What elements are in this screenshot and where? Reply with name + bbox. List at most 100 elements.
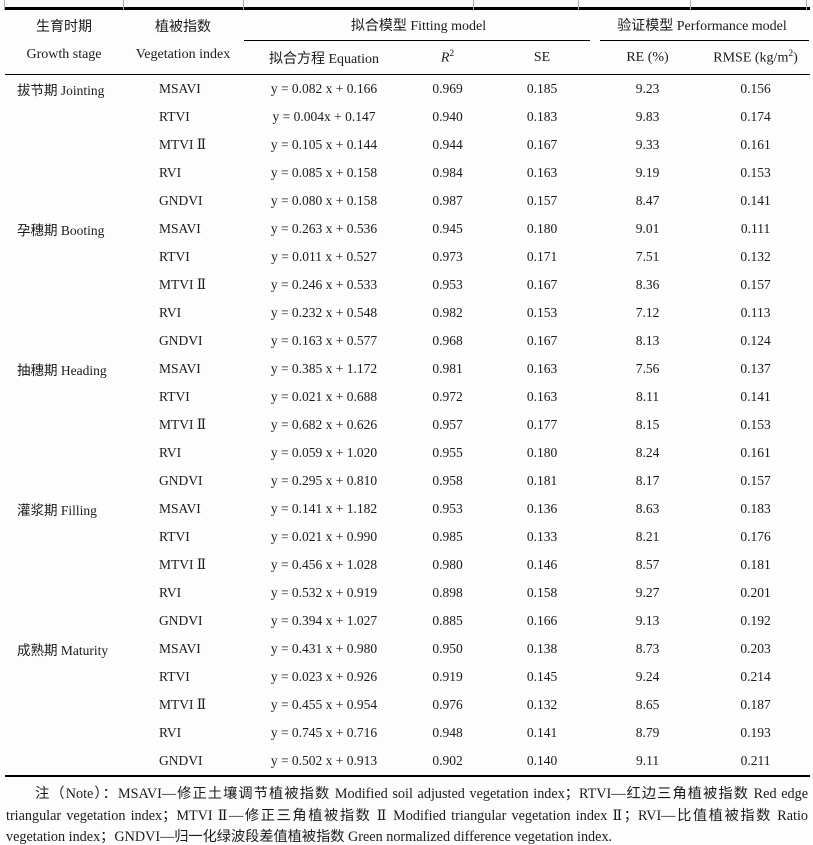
re-cell: 9.01	[635, 221, 660, 236]
rmse-cell: 0.157	[740, 277, 771, 292]
growth-stage-cell	[5, 523, 123, 551]
table-row: 成熟期 Maturity MSAVI y = 0.431 x + 0.980 0.95…	[5, 635, 810, 663]
rmse-cell: 0.174	[740, 109, 771, 124]
rmse-cell: 0.161	[740, 445, 771, 460]
growth-stage-cell	[5, 663, 123, 691]
vegetation-index-cell: GNDVI	[159, 473, 203, 488]
growth-stage-cell	[5, 187, 123, 215]
rmse-cell: 0.201	[740, 585, 771, 600]
equation-cell: y = 0.745 x + 0.716	[270, 725, 378, 740]
table-row: RTVI y = 0.021 x + 0.688 0.972 0.163 8.11 0.1…	[5, 383, 810, 411]
scan-artifact-tick	[806, 0, 807, 10]
equation-cell: y = 0.532 x + 0.919	[270, 585, 378, 600]
rmse-cell: 0.141	[740, 193, 771, 208]
equation-cell: y = 0.021 x + 0.688	[270, 389, 378, 404]
growth-stage-cell	[5, 271, 123, 299]
re-cell: 9.27	[635, 585, 660, 600]
vegetation-index-cell: RTVI	[159, 669, 190, 684]
header-se: SE	[490, 41, 595, 75]
vegetation-index-cell: RVI	[159, 305, 182, 320]
table-row: MTVI Ⅱ y = 0.456 x + 1.028 0.980 0.146 8.57 0…	[5, 551, 810, 579]
equation-cell: y = 0.232 x + 0.548	[270, 305, 378, 320]
r-squared-cell: 0.984	[432, 165, 463, 180]
r-squared-cell: 0.981	[432, 361, 463, 376]
equation-cell: y = 0.394 x + 1.027	[270, 613, 378, 628]
se-cell: 0.146	[526, 557, 558, 572]
results-table: 生育时期 Growth stage 植被指数 Vegetation index …	[5, 7, 811, 777]
se-cell: 0.163	[526, 389, 558, 404]
re-cell: 8.65	[635, 697, 660, 712]
growth-stage-cell: 成熟期 Maturity	[17, 643, 109, 658]
se-cell: 0.177	[526, 417, 558, 432]
vegetation-index-cell: RTVI	[159, 529, 190, 544]
growth-stage-cell	[5, 327, 123, 355]
se-cell: 0.166	[526, 613, 558, 628]
growth-stage-cell	[5, 131, 123, 159]
re-cell: 8.24	[635, 445, 660, 460]
table-body: 拔节期 Jointing MSAVI y = 0.082 x + 0.166 0.96…	[5, 75, 810, 777]
equation-cell: y = 0.080 x + 0.158	[270, 193, 378, 208]
re-cell: 8.21	[635, 529, 660, 544]
se-cell: 0.167	[526, 137, 558, 152]
re-cell: 8.36	[635, 277, 660, 292]
growth-stage-cell	[5, 691, 123, 719]
vegetation-index-cell: MSAVI	[159, 641, 201, 656]
r-squared-cell: 0.955	[432, 445, 463, 460]
equation-cell: y = 0.682 x + 0.626	[270, 417, 378, 432]
header-growth-stage-en: Growth stage	[26, 47, 102, 62]
scan-artifact-tick	[578, 0, 579, 10]
rmse-cell: 0.214	[740, 669, 771, 684]
table-row: GNDVI y = 0.394 x + 1.027 0.885 0.166 9.13 0.…	[5, 607, 810, 635]
se-cell: 0.183	[526, 109, 558, 124]
growth-stage-cell	[5, 719, 123, 747]
se-cell: 0.180	[526, 445, 558, 460]
vegetation-index-cell: RVI	[159, 165, 182, 180]
vegetation-index-cell: GNDVI	[159, 193, 203, 208]
rmse-cell: 0.187	[740, 697, 771, 712]
header-fitting-model-group: 拟合模型 Fitting model	[243, 9, 594, 42]
growth-stage-cell	[5, 103, 123, 131]
equation-cell: y = 0.385 x + 1.172	[270, 361, 378, 376]
header-rmse: RMSE (kg/m2)	[701, 41, 811, 75]
se-cell: 0.140	[526, 753, 558, 768]
table-row: RTVI y = 0.011 x + 0.527 0.973 0.171 7.51 0.1…	[5, 243, 810, 271]
r-squared-cell: 0.919	[432, 669, 463, 684]
rmse-cell: 0.157	[740, 473, 771, 488]
header-equation: 拟合方程 Equation	[243, 41, 405, 75]
table-row: MTVI Ⅱ y = 0.105 x + 0.144 0.944 0.167 9.33 0…	[5, 131, 810, 159]
vegetation-index-cell: MSAVI	[159, 361, 201, 376]
scan-artifact-tick	[123, 0, 124, 10]
header-growth-stage: 生育时期 Growth stage	[5, 8, 123, 75]
growth-stage-cell	[5, 159, 123, 187]
rmse-cell: 0.193	[740, 725, 771, 740]
growth-stage-cell	[5, 411, 123, 439]
scan-artifact-tick	[243, 0, 244, 10]
growth-stage-cell: 拔节期 Jointing	[17, 83, 105, 98]
r-squared-cell: 0.973	[432, 249, 463, 264]
rmse-cell: 0.161	[740, 137, 771, 152]
scan-artifact-tick	[690, 0, 691, 10]
table-row: RVI y = 0.232 x + 0.548 0.982 0.153 7.12 0.11…	[5, 299, 810, 327]
table-row: MTVI Ⅱ y = 0.682 x + 0.626 0.957 0.177 8.15 0…	[5, 411, 810, 439]
rmse-cell: 0.153	[740, 165, 771, 180]
rmse-cell: 0.153	[740, 417, 771, 432]
r-squared-cell: 0.969	[432, 81, 463, 96]
rmse-cell: 0.124	[740, 333, 771, 348]
vegetation-index-cell: MSAVI	[159, 501, 201, 516]
rmse-cell: 0.137	[740, 361, 771, 376]
se-cell: 0.181	[526, 473, 558, 488]
se-cell: 0.153	[526, 305, 558, 320]
re-cell: 7.56	[635, 361, 660, 376]
equation-cell: y = 0.502 x + 0.913	[270, 753, 378, 768]
vegetation-index-cell: MSAVI	[159, 81, 201, 96]
re-cell: 8.17	[635, 473, 660, 488]
rmse-cell: 0.111	[740, 221, 771, 236]
re-cell: 8.47	[635, 193, 660, 208]
table-row: 拔节期 Jointing MSAVI y = 0.082 x + 0.166 0.96…	[5, 75, 810, 104]
r-squared-cell: 0.902	[432, 753, 463, 768]
table-row: RVI y = 0.059 x + 1.020 0.955 0.180 8.24 0.16…	[5, 439, 810, 467]
equation-cell: y = 0.085 x + 0.158	[270, 165, 378, 180]
se-cell: 0.133	[526, 529, 558, 544]
header-vegetation-index-en: Vegetation index	[135, 47, 231, 62]
equation-cell: y = 0.431 x + 0.980	[270, 641, 378, 656]
